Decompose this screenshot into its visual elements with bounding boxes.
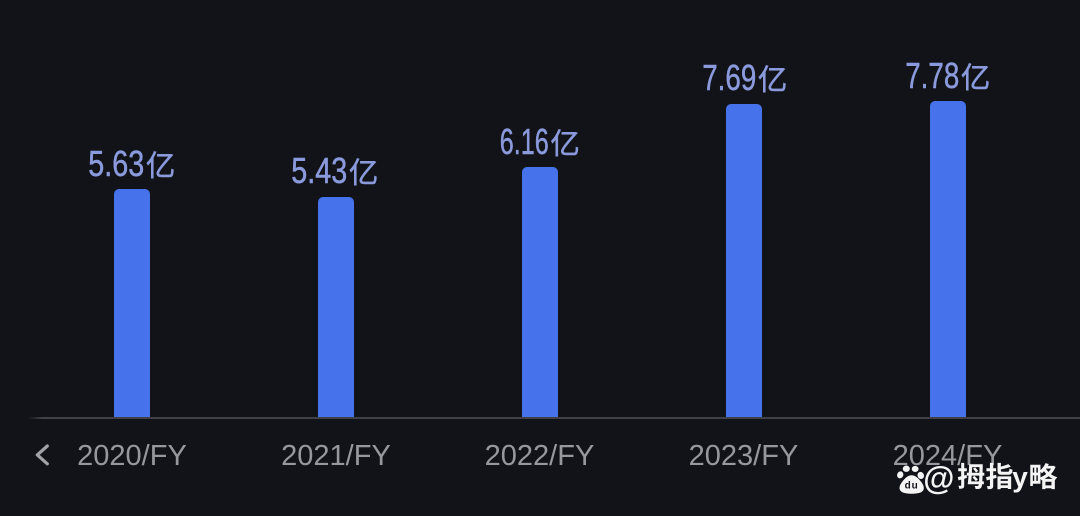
svg-text:du: du — [905, 481, 919, 492]
svg-text:@: @ — [923, 460, 954, 496]
svg-text:5.63: 5.63 — [88, 143, 144, 182]
svg-text:6.16: 6.16 — [500, 121, 549, 160]
svg-text:5.43: 5.43 — [291, 150, 347, 189]
svg-text:7.69: 7.69 — [702, 57, 756, 96]
svg-text:y: y — [1012, 462, 1028, 493]
svg-text:7.78: 7.78 — [905, 55, 959, 94]
